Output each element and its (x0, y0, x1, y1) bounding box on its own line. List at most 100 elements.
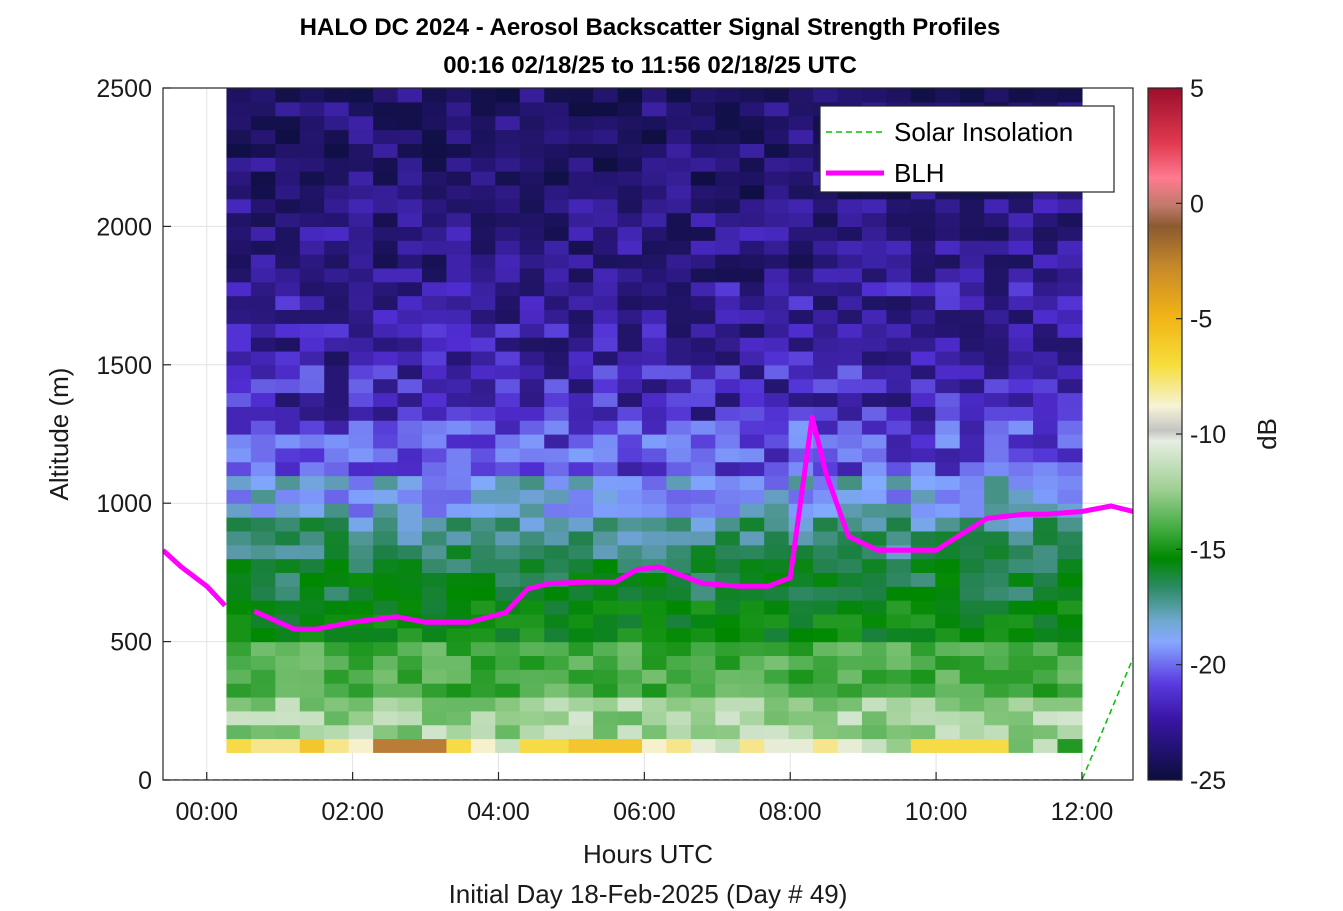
heatmap-cell (568, 115, 594, 131)
heatmap-cell (984, 600, 1010, 615)
heatmap-cell (324, 309, 350, 324)
heatmap-cell (446, 710, 472, 726)
heatmap-cell (788, 198, 814, 214)
heatmap-cell (373, 683, 399, 698)
heatmap-cell (397, 558, 423, 573)
heatmap-cell (666, 240, 692, 255)
heatmap-cell (324, 738, 350, 753)
heatmap-cell (813, 267, 839, 283)
heatmap-cell (1008, 641, 1034, 657)
heatmap-cell (886, 461, 912, 477)
heatmap-cell (544, 586, 570, 601)
heatmap-cell (519, 530, 545, 546)
heatmap-cell (984, 378, 1010, 394)
heatmap-cell (568, 434, 594, 449)
heatmap-cell (593, 586, 619, 601)
heatmap-cell (1033, 212, 1059, 227)
heatmap-cell (715, 337, 741, 352)
heatmap-cell (470, 157, 496, 172)
heatmap-cell (788, 115, 814, 131)
heatmap-cell (886, 323, 912, 338)
heatmap-cell (690, 309, 716, 324)
heatmap-cell (421, 198, 448, 214)
heatmap-cell (641, 530, 668, 546)
heatmap-cell (568, 738, 594, 753)
heatmap-cell (788, 226, 814, 241)
heatmap-cell (250, 240, 276, 255)
heatmap-cell (641, 517, 668, 532)
heatmap-cell (837, 240, 863, 255)
heatmap-cell (519, 627, 545, 643)
heatmap-cell (397, 710, 423, 726)
heatmap-cell (275, 530, 301, 546)
heatmap-cell (666, 184, 692, 200)
heatmap-cell (764, 420, 790, 435)
heatmap-cell (324, 267, 350, 283)
heatmap-cell (886, 586, 912, 601)
heatmap-cell (764, 517, 790, 532)
heatmap-cell (861, 337, 887, 352)
heatmap-cell (495, 503, 521, 518)
heatmap-cell (788, 627, 814, 643)
heatmap-cell (984, 517, 1010, 532)
heatmap-cell (275, 586, 301, 601)
heatmap-cell (373, 696, 399, 712)
heatmap-cell (984, 503, 1010, 518)
heatmap-cell (690, 420, 716, 435)
heatmap-cell (373, 558, 399, 573)
heatmap-cell (739, 613, 765, 629)
heatmap-cell (226, 669, 252, 684)
heatmap-cell (495, 295, 521, 311)
heatmap-cell (568, 641, 594, 657)
heatmap-cell (764, 530, 790, 546)
heatmap-cell (910, 572, 936, 587)
heatmap-cell (813, 88, 839, 103)
heatmap-cell (910, 447, 936, 463)
heatmap-cell (690, 558, 716, 573)
heatmap-cell (739, 461, 765, 477)
heatmap-cell (910, 530, 936, 546)
heatmap-cell (788, 530, 814, 546)
heatmap-cell (348, 184, 374, 200)
heatmap-cell (788, 101, 814, 117)
heatmap-cell (348, 530, 374, 546)
heatmap-cell (666, 613, 692, 629)
heatmap-cell (764, 641, 790, 657)
heatmap-cell (495, 88, 521, 103)
heatmap-cell (788, 143, 814, 158)
heatmap-cell (837, 586, 863, 601)
heatmap-cell (275, 323, 301, 338)
heatmap-cell (446, 240, 472, 255)
heatmap-cell (666, 641, 692, 657)
heatmap-cell (715, 434, 741, 449)
heatmap-cell (519, 364, 545, 380)
heatmap-cell (715, 447, 741, 463)
heatmap-cell (666, 198, 692, 214)
heatmap-cell (495, 586, 521, 601)
heatmap-cell (324, 655, 350, 670)
heatmap-cell (666, 309, 692, 324)
heatmap-cell (886, 281, 912, 297)
heatmap-cell (495, 420, 521, 435)
heatmap-cell (788, 517, 814, 532)
heatmap-cell (739, 738, 765, 753)
heatmap-cell (519, 461, 545, 477)
heatmap-cell (373, 171, 399, 186)
heatmap-cell (373, 212, 399, 227)
heatmap-cell (617, 613, 643, 629)
heatmap-cell (715, 489, 741, 504)
heatmap-cell (764, 738, 790, 753)
heatmap-cell (788, 184, 814, 200)
heatmap-cell (641, 212, 668, 227)
heatmap-cell (715, 378, 741, 394)
heatmap-cell (837, 489, 863, 504)
heatmap-cell (715, 696, 741, 712)
heatmap-cell (299, 420, 325, 435)
heatmap-cell (519, 613, 545, 629)
heatmap-cell (250, 212, 276, 227)
heatmap-cell (1033, 378, 1059, 394)
heatmap-cell (299, 392, 325, 407)
heatmap-cell (593, 489, 619, 504)
heatmap-cell (226, 309, 252, 324)
